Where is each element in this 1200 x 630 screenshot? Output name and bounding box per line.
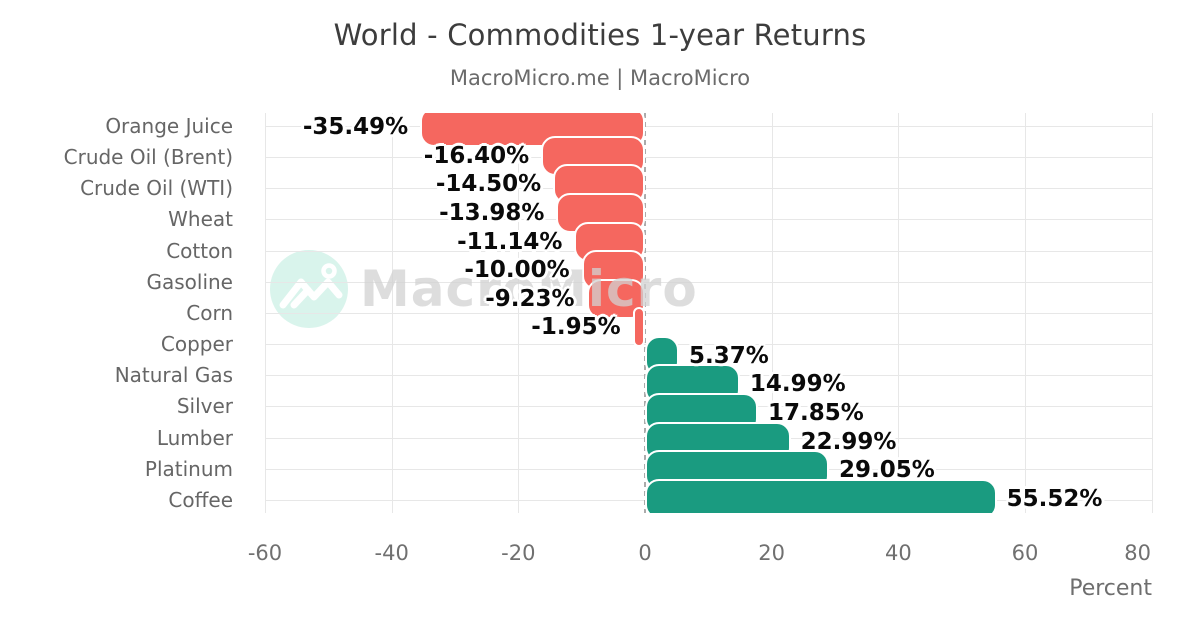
y-category-label: Natural Gas xyxy=(114,363,233,388)
y-category-label: Cotton xyxy=(166,238,233,263)
y-category-label: Coffee xyxy=(168,487,233,512)
x-tick-label: -40 xyxy=(374,541,409,565)
y-category-label: Gasoline xyxy=(146,269,233,294)
v-gridline xyxy=(1024,113,1026,513)
x-tick-label: 20 xyxy=(758,541,786,565)
y-category-label: Silver xyxy=(176,394,233,419)
chart-subtitle: MacroMicro.me | MacroMicro xyxy=(449,66,751,90)
bar-value-label: -14.50% xyxy=(435,171,542,198)
y-category-label: Crude Oil (Brent) xyxy=(63,145,233,170)
h-gridline xyxy=(265,188,1152,190)
bar-value-label: 22.99% xyxy=(800,428,897,455)
h-gridline xyxy=(265,344,1152,346)
bar-value-label: -9.23% xyxy=(485,285,575,312)
bar-value-label: -13.98% xyxy=(439,200,545,226)
v-gridline xyxy=(898,113,900,513)
x-tick-label: 80 xyxy=(1124,541,1152,565)
plot-area xyxy=(245,113,1152,513)
y-category-label: Copper xyxy=(160,332,233,357)
v-gridline xyxy=(518,113,520,513)
y-category-label: Lumber xyxy=(156,425,233,450)
h-gridline xyxy=(265,281,1152,283)
bar-positive xyxy=(645,478,997,513)
zero-line xyxy=(644,113,646,513)
bar-value-label: -35.49% xyxy=(302,114,409,141)
y-category-label: Crude Oil (WTI) xyxy=(80,176,233,201)
bar-value-label: -16.40% xyxy=(423,142,530,169)
bar-value-label: 5.37% xyxy=(689,342,769,369)
bar-value-label: 55.52% xyxy=(1006,485,1103,512)
y-category-label: Orange Juice xyxy=(105,114,233,138)
x-tick-label: 60 xyxy=(1011,541,1039,565)
bar-value-label: -11.14% xyxy=(457,228,563,255)
x-tick-label: -20 xyxy=(501,541,536,565)
h-gridline xyxy=(265,126,1152,127)
macromicro-mountain-icon xyxy=(279,263,343,309)
chart-title: World - Commodities 1-year Returns xyxy=(333,18,867,52)
y-category-label: Wheat xyxy=(168,207,233,232)
bar-value-label: 29.05% xyxy=(838,457,935,484)
bar-negative xyxy=(632,307,645,348)
bar-value-label: 17.85% xyxy=(768,400,864,426)
y-category-label: Platinum xyxy=(144,456,233,481)
h-gridline xyxy=(265,157,1152,159)
x-tick-label: 40 xyxy=(884,541,912,565)
x-tick-label: 0 xyxy=(638,541,652,565)
bar-value-label: 14.99% xyxy=(749,371,846,398)
v-gridline xyxy=(391,113,393,513)
bar-value-label: -10.00% xyxy=(464,257,570,284)
bar-negative xyxy=(586,278,645,319)
x-tick-label: -60 xyxy=(247,541,283,565)
h-gridline xyxy=(265,250,1152,252)
h-gridline xyxy=(265,219,1152,221)
watermark-logo-badge xyxy=(270,250,348,328)
watermark-text: MacroMicro xyxy=(360,260,698,318)
v-gridline xyxy=(265,113,266,513)
y-category-label: Corn xyxy=(186,300,233,325)
h-gridline xyxy=(265,312,1152,314)
bar-value-label: -1.95% xyxy=(531,314,621,341)
v-gridline xyxy=(1151,113,1153,513)
x-axis-title: Percent xyxy=(1069,576,1152,601)
v-gridline xyxy=(771,113,773,513)
